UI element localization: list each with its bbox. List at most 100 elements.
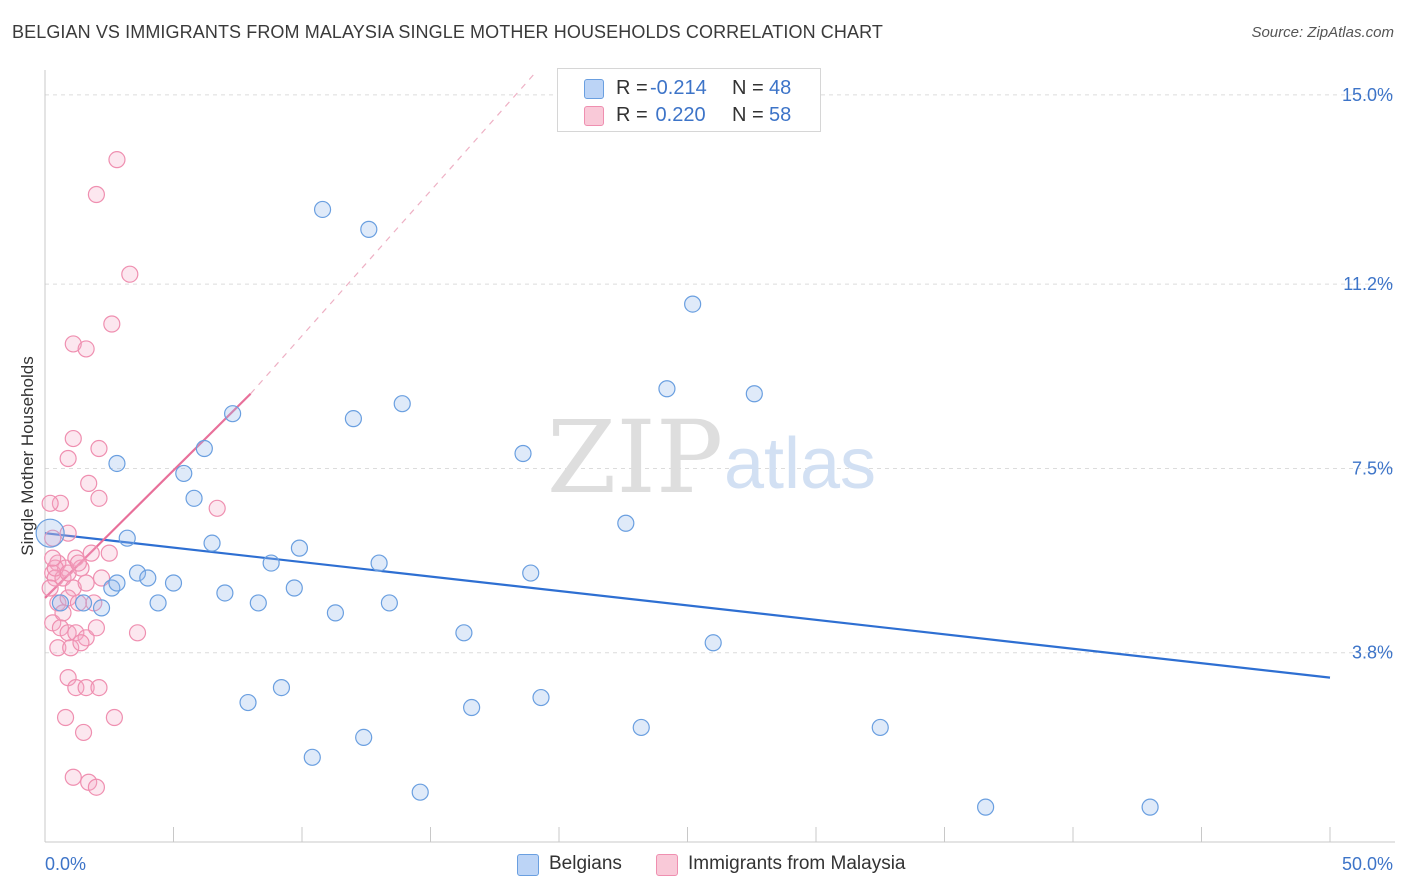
belgian-point [290,539,309,557]
watermark-zip: ZIP [547,399,723,516]
belgian-point [108,454,126,473]
belgian-point [249,594,267,612]
belgian-point [684,295,702,313]
belgian-point [303,748,321,766]
malaysia-point [59,449,77,468]
belgian-point [164,574,183,592]
belgian-point [617,514,635,532]
belgian-point [92,599,111,617]
belgian-point [108,574,126,592]
belgian-point [532,688,550,707]
belgians-swatch [584,79,604,99]
tick-labels: 3.8% 7.5% 11.2% 15.0% 0.0% 50.0% [45,85,1393,874]
malaysia-trendline-extension [250,74,534,395]
belgian-point [522,564,540,582]
belgian-point [103,579,121,597]
trendlines [44,74,1331,679]
malaysia-point [69,554,88,572]
belgian-point [185,489,203,507]
belgian-point [149,594,167,612]
r-value: -0.214 [650,77,707,99]
malaysia-point [59,564,77,582]
malaysia-point [103,315,121,333]
belgian-point [370,554,388,572]
malaysia-point [87,778,106,796]
r-label: R = [616,77,648,99]
belgian-point [393,395,411,413]
correlation-legend: R = -0.214 N = 48 R = 0.220 N = 58 [557,68,821,132]
n-value: 58 [769,104,792,126]
malaysia-point [41,494,59,512]
belgian-point [74,594,93,612]
belgian-point [411,783,429,801]
malaysia-point [44,549,62,567]
x-tick-label: 0.0% [45,854,86,874]
malaysia-point [46,559,64,577]
malaysia-point [62,639,80,657]
malaysia-point [80,474,98,492]
malaysia-point [90,489,108,507]
malaysia-swatch [656,854,678,876]
belgian-point [514,444,532,463]
legend-row-malaysia: R = 0.220 N = 58 [558,102,820,128]
series-legend: Belgians Immigrants from Malaysia [0,852,1406,878]
legend-label: Belgians [549,853,622,874]
malaysia-point [77,678,95,697]
malaysia-point [208,499,226,517]
belgian-point [977,798,995,816]
r-label: R = [616,104,648,126]
belgian-point [272,678,291,697]
malaysia-point [82,544,100,562]
y-tick-label: 15.0% [1342,85,1393,105]
malaysia-point [105,708,123,727]
x-tick-label: 50.0% [1342,854,1393,874]
malaysia-point [108,151,126,169]
malaysia-point [49,639,67,657]
malaysia-point [77,574,95,592]
malaysia-points [41,151,226,796]
malaysia-point [67,549,85,567]
belgian-point [118,529,136,547]
belgian-point [1141,798,1159,816]
malaysia-point [56,708,75,727]
malaysia-point [72,634,90,652]
belgian-point [51,594,70,612]
malaysia-point [41,579,59,597]
malaysia-point [72,559,90,577]
belgian-point [216,584,234,602]
malaysia-point [77,629,95,647]
belgians-trendline [44,532,1331,679]
belgian-point [463,698,481,717]
belgian-point [704,634,722,652]
belgian-point [285,579,303,597]
belgian-point [355,728,373,747]
malaysia-point [87,619,106,637]
malaysia-point [54,604,72,622]
watermark-atlas: atlas [724,424,876,504]
belgian-point [35,518,65,548]
belgians-swatch [517,854,539,876]
n-label: N = [732,104,764,126]
malaysia-point [121,265,139,283]
axes [44,70,1395,843]
malaysia-point [128,624,147,642]
malaysia-point [90,678,108,697]
malaysia-point [64,579,82,597]
r-value: 0.220 [650,104,706,126]
y-tick-label: 7.5% [1352,458,1393,478]
legend-label: Immigrants from Malaysia [688,853,906,874]
belgian-point [203,534,221,552]
y-tick-label: 11.2% [1343,274,1393,294]
belgian-point [658,380,676,398]
belgian-point [380,594,398,612]
malaysia-point [90,439,108,458]
malaysia-point [64,335,82,353]
malaysia-trendline [44,392,252,599]
source-credit: Source: ZipAtlas.com [1251,24,1394,41]
malaysia-point [74,723,93,742]
y-tick-label: 3.8% [1352,643,1393,663]
belgian-point [326,604,345,622]
malaysia-point [92,569,111,587]
malaysia-point [77,340,95,358]
